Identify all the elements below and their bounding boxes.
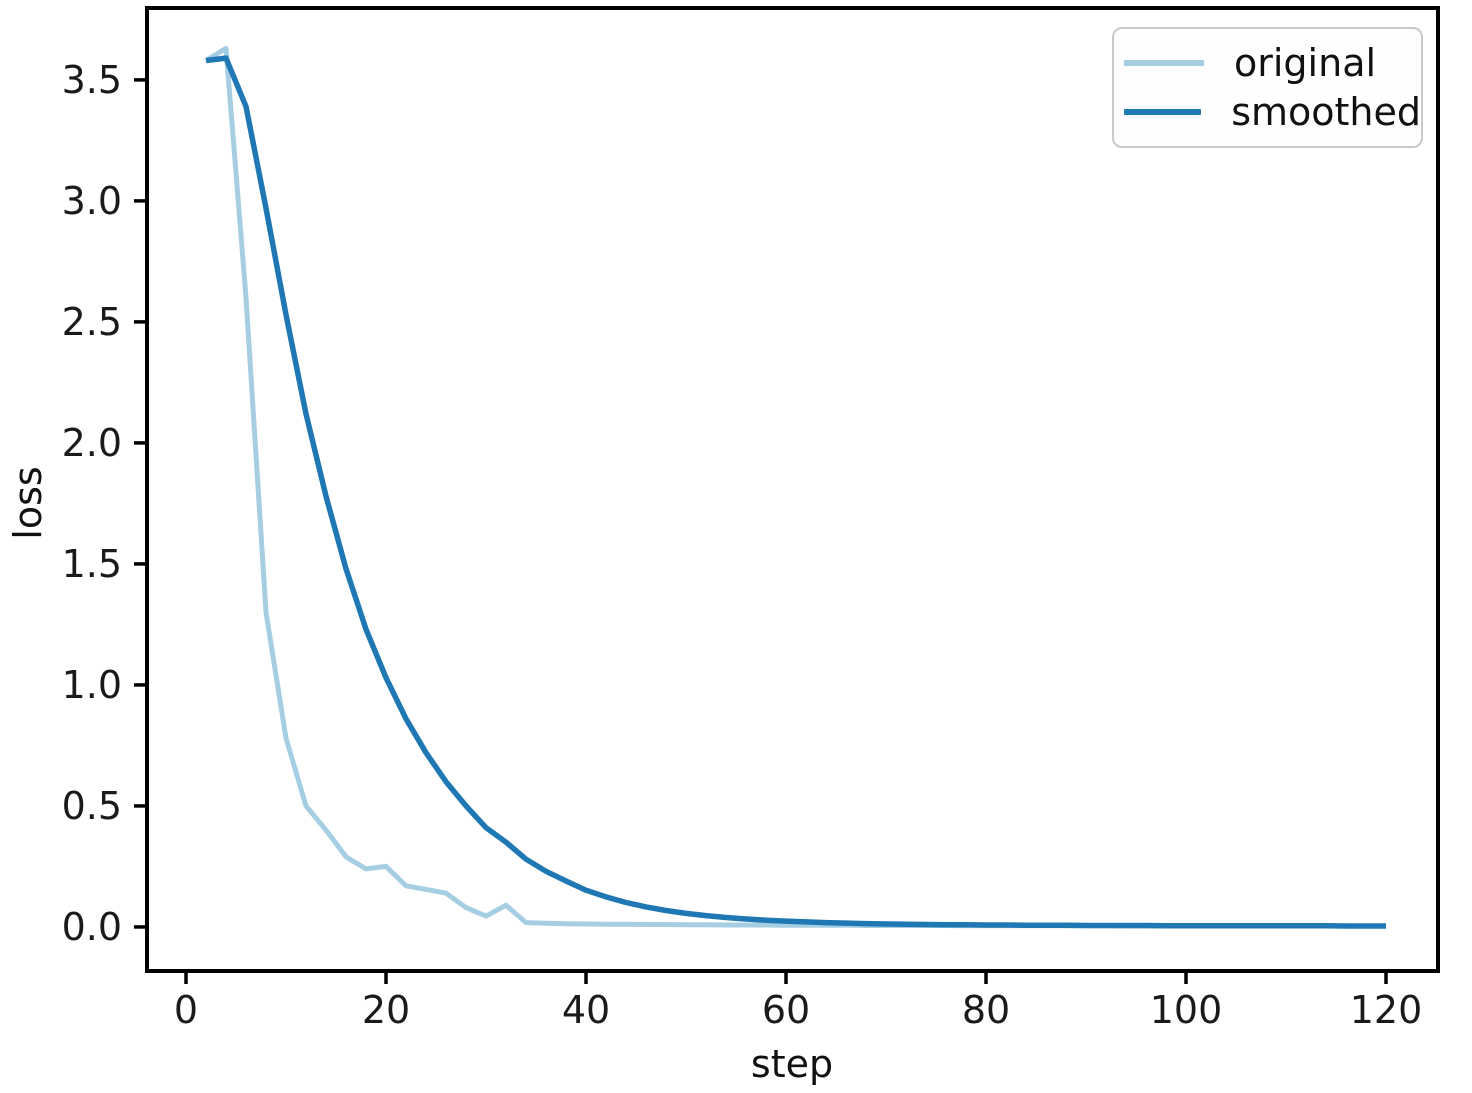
y-tick-label: 0.0	[62, 905, 122, 949]
y-tick-label: 3.5	[62, 58, 122, 102]
y-tick-label: 0.5	[62, 784, 122, 828]
x-tick-label: 100	[1150, 988, 1223, 1032]
legend-entry-smoothed: smoothed	[1114, 93, 1421, 131]
x-axis-label: step	[750, 1042, 834, 1086]
legend-line-original-icon	[1124, 60, 1204, 66]
x-tick-label: 0	[174, 988, 198, 1032]
x-tick-label: 60	[762, 988, 810, 1032]
legend-label-smoothed: smoothed	[1231, 90, 1421, 134]
y-axis-label: loss	[6, 466, 50, 540]
legend-label-original: original	[1234, 41, 1377, 85]
y-tick-label: 2.5	[62, 300, 122, 344]
y-tick-label: 3.0	[62, 179, 122, 223]
x-tick-label: 120	[1350, 988, 1423, 1032]
legend-entry-original: original	[1114, 44, 1421, 82]
y-tick-label: 1.5	[62, 542, 122, 586]
y-tick-label: 2.0	[62, 421, 122, 465]
series-line-original	[204, 45, 1386, 929]
legend: original smoothed	[1112, 27, 1423, 148]
x-tick-label: 80	[962, 988, 1010, 1032]
axes-frame	[145, 6, 1440, 973]
x-tick-label: 40	[562, 988, 610, 1032]
x-tick-label: 20	[362, 988, 410, 1032]
y-tick-label: 1.0	[62, 663, 122, 707]
legend-line-smoothed-icon	[1124, 109, 1202, 115]
series-line-smoothed	[205, 55, 1386, 929]
